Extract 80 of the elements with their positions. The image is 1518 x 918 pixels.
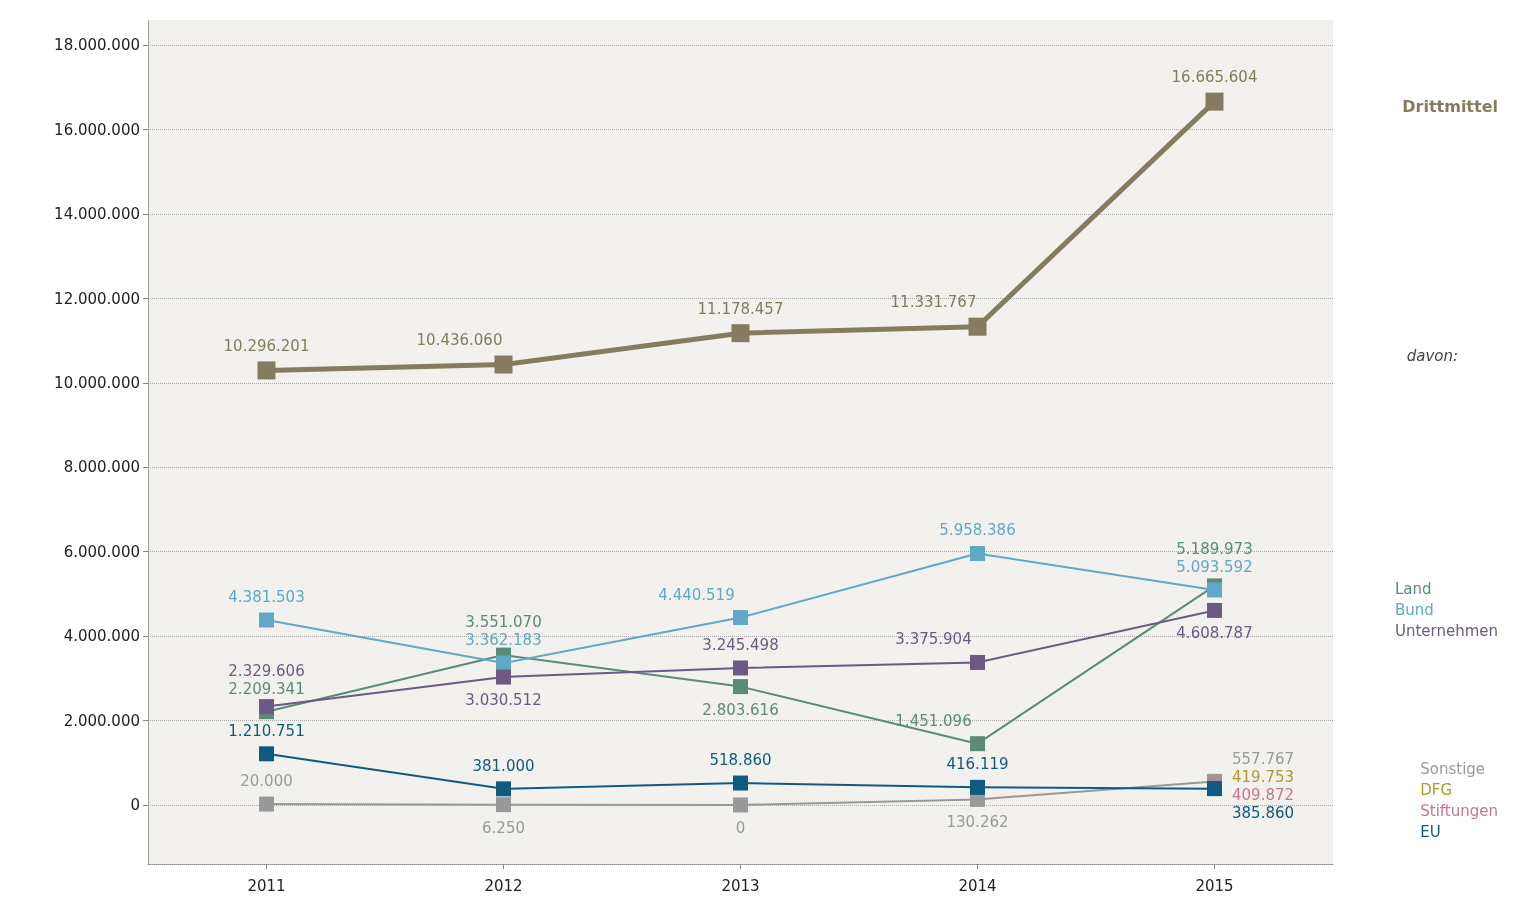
y-tick-label: 2.000.000 xyxy=(63,711,140,730)
data-label: 2.329.606 xyxy=(228,661,305,680)
point xyxy=(1207,582,1222,598)
y-tick-label: 16.000.000 xyxy=(54,120,140,139)
data-label: 518.860 xyxy=(709,751,772,770)
point xyxy=(257,361,276,380)
point xyxy=(494,355,513,374)
point xyxy=(968,317,987,336)
point xyxy=(1205,92,1224,111)
data-label: 16.665.604 xyxy=(1171,68,1258,87)
data-label: 419.753 xyxy=(1232,768,1295,787)
point xyxy=(259,746,274,762)
point xyxy=(731,324,750,343)
text: davon: xyxy=(1406,346,1458,365)
y-tick-label: 14.000.000 xyxy=(54,205,140,224)
point xyxy=(970,779,985,795)
data-label: 5.189.973 xyxy=(1176,539,1253,558)
y-tick-label: 10.000.000 xyxy=(54,373,140,392)
data-label: 10.296.201 xyxy=(223,336,310,355)
point xyxy=(496,669,511,685)
data-label: 409.872 xyxy=(1232,786,1295,805)
data-label: 4.381.503 xyxy=(228,588,305,607)
x-tick-label: 2012 xyxy=(484,876,523,895)
data-label: 3.551.070 xyxy=(465,613,542,632)
point xyxy=(733,660,748,676)
y-tick-label: 0 xyxy=(130,795,140,814)
text: Sonstige xyxy=(1420,759,1486,778)
y-tick-label: 6.000.000 xyxy=(63,542,140,561)
x-tick-label: 2015 xyxy=(1195,876,1234,895)
point xyxy=(970,654,985,670)
point xyxy=(496,781,511,797)
data-label: 381.000 xyxy=(472,756,535,775)
point xyxy=(496,797,511,813)
data-label: 6.250 xyxy=(482,818,525,837)
point xyxy=(259,796,274,812)
data-label: 10.436.060 xyxy=(416,331,503,350)
text: EU xyxy=(1420,822,1441,841)
data-label: 0 xyxy=(735,818,746,837)
point xyxy=(496,655,511,671)
data-label: 5.958.386 xyxy=(939,521,1016,540)
point xyxy=(259,699,274,715)
point xyxy=(1207,602,1222,618)
data-label: 557.767 xyxy=(1232,750,1295,769)
data-label: 20.000 xyxy=(240,772,293,791)
data-label: 3.375.904 xyxy=(895,630,972,649)
text: Unternehmen xyxy=(1394,621,1499,640)
data-label: 385.860 xyxy=(1232,804,1295,823)
data-label: 130.262 xyxy=(946,813,1009,832)
data-label: 11.178.457 xyxy=(697,299,784,318)
text: Land xyxy=(1394,579,1432,598)
point xyxy=(733,797,748,813)
data-label: 3.245.498 xyxy=(702,635,779,654)
point xyxy=(733,775,748,791)
point xyxy=(259,612,274,628)
data-label: 2.209.341 xyxy=(228,679,305,698)
data-label: 3.362.183 xyxy=(465,631,542,650)
y-tick-label: 4.000.000 xyxy=(63,627,140,646)
data-label: 3.030.512 xyxy=(465,691,542,710)
data-label: 5.093.592 xyxy=(1176,557,1253,576)
x-tick-label: 2013 xyxy=(721,876,760,895)
text: Bund xyxy=(1394,600,1434,619)
point xyxy=(733,679,748,695)
x-tick-label: 2014 xyxy=(958,876,997,895)
data-label: 1.210.751 xyxy=(228,721,305,740)
point xyxy=(970,545,985,561)
data-label: 2.803.616 xyxy=(702,700,779,719)
point xyxy=(970,736,985,752)
data-label: 416.119 xyxy=(946,755,1009,774)
y-tick-label: 18.000.000 xyxy=(54,36,140,55)
y-tick-label: 12.000.000 xyxy=(54,289,140,308)
text: Stiftungen xyxy=(1420,801,1499,820)
text: Drittmittel xyxy=(1402,96,1499,116)
data-label: 1.451.096 xyxy=(895,711,972,730)
x-tick-label: 2011 xyxy=(247,876,286,895)
data-label: 4.608.787 xyxy=(1176,624,1253,643)
point xyxy=(733,610,748,626)
data-label: 11.331.767 xyxy=(890,293,977,312)
y-tick-label: 8.000.000 xyxy=(63,458,140,477)
text: DFG xyxy=(1420,780,1453,799)
data-label: 4.440.519 xyxy=(658,585,735,604)
